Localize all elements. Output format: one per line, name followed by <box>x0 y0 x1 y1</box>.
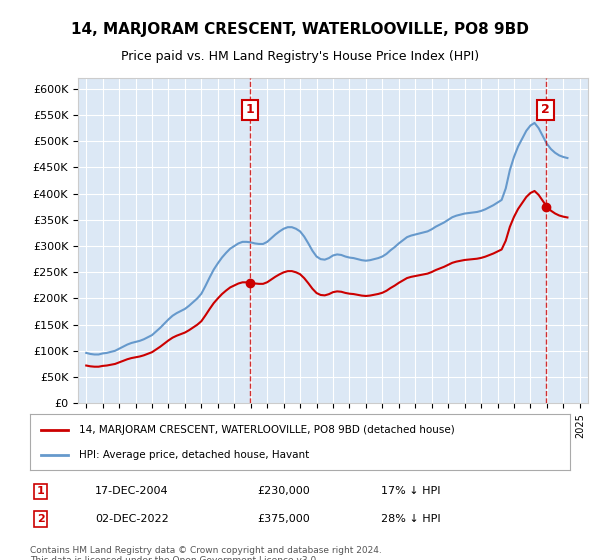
Text: Contains HM Land Registry data © Crown copyright and database right 2024.
This d: Contains HM Land Registry data © Crown c… <box>30 546 382 560</box>
Text: 14, MARJORAM CRESCENT, WATERLOOVILLE, PO8 9BD (detached house): 14, MARJORAM CRESCENT, WATERLOOVILLE, PO… <box>79 425 454 435</box>
Text: 1: 1 <box>37 487 44 496</box>
Text: 17% ↓ HPI: 17% ↓ HPI <box>381 487 440 496</box>
Text: Price paid vs. HM Land Registry's House Price Index (HPI): Price paid vs. HM Land Registry's House … <box>121 50 479 63</box>
Text: 14, MARJORAM CRESCENT, WATERLOOVILLE, PO8 9BD: 14, MARJORAM CRESCENT, WATERLOOVILLE, PO… <box>71 22 529 38</box>
Text: 2: 2 <box>37 514 44 524</box>
Text: £230,000: £230,000 <box>257 487 310 496</box>
Text: £375,000: £375,000 <box>257 514 310 524</box>
Text: 1: 1 <box>246 104 254 116</box>
Text: 28% ↓ HPI: 28% ↓ HPI <box>381 514 440 524</box>
Text: 2: 2 <box>541 104 550 116</box>
Text: 02-DEC-2022: 02-DEC-2022 <box>95 514 169 524</box>
Text: HPI: Average price, detached house, Havant: HPI: Average price, detached house, Hava… <box>79 450 309 460</box>
Text: 17-DEC-2004: 17-DEC-2004 <box>95 487 169 496</box>
